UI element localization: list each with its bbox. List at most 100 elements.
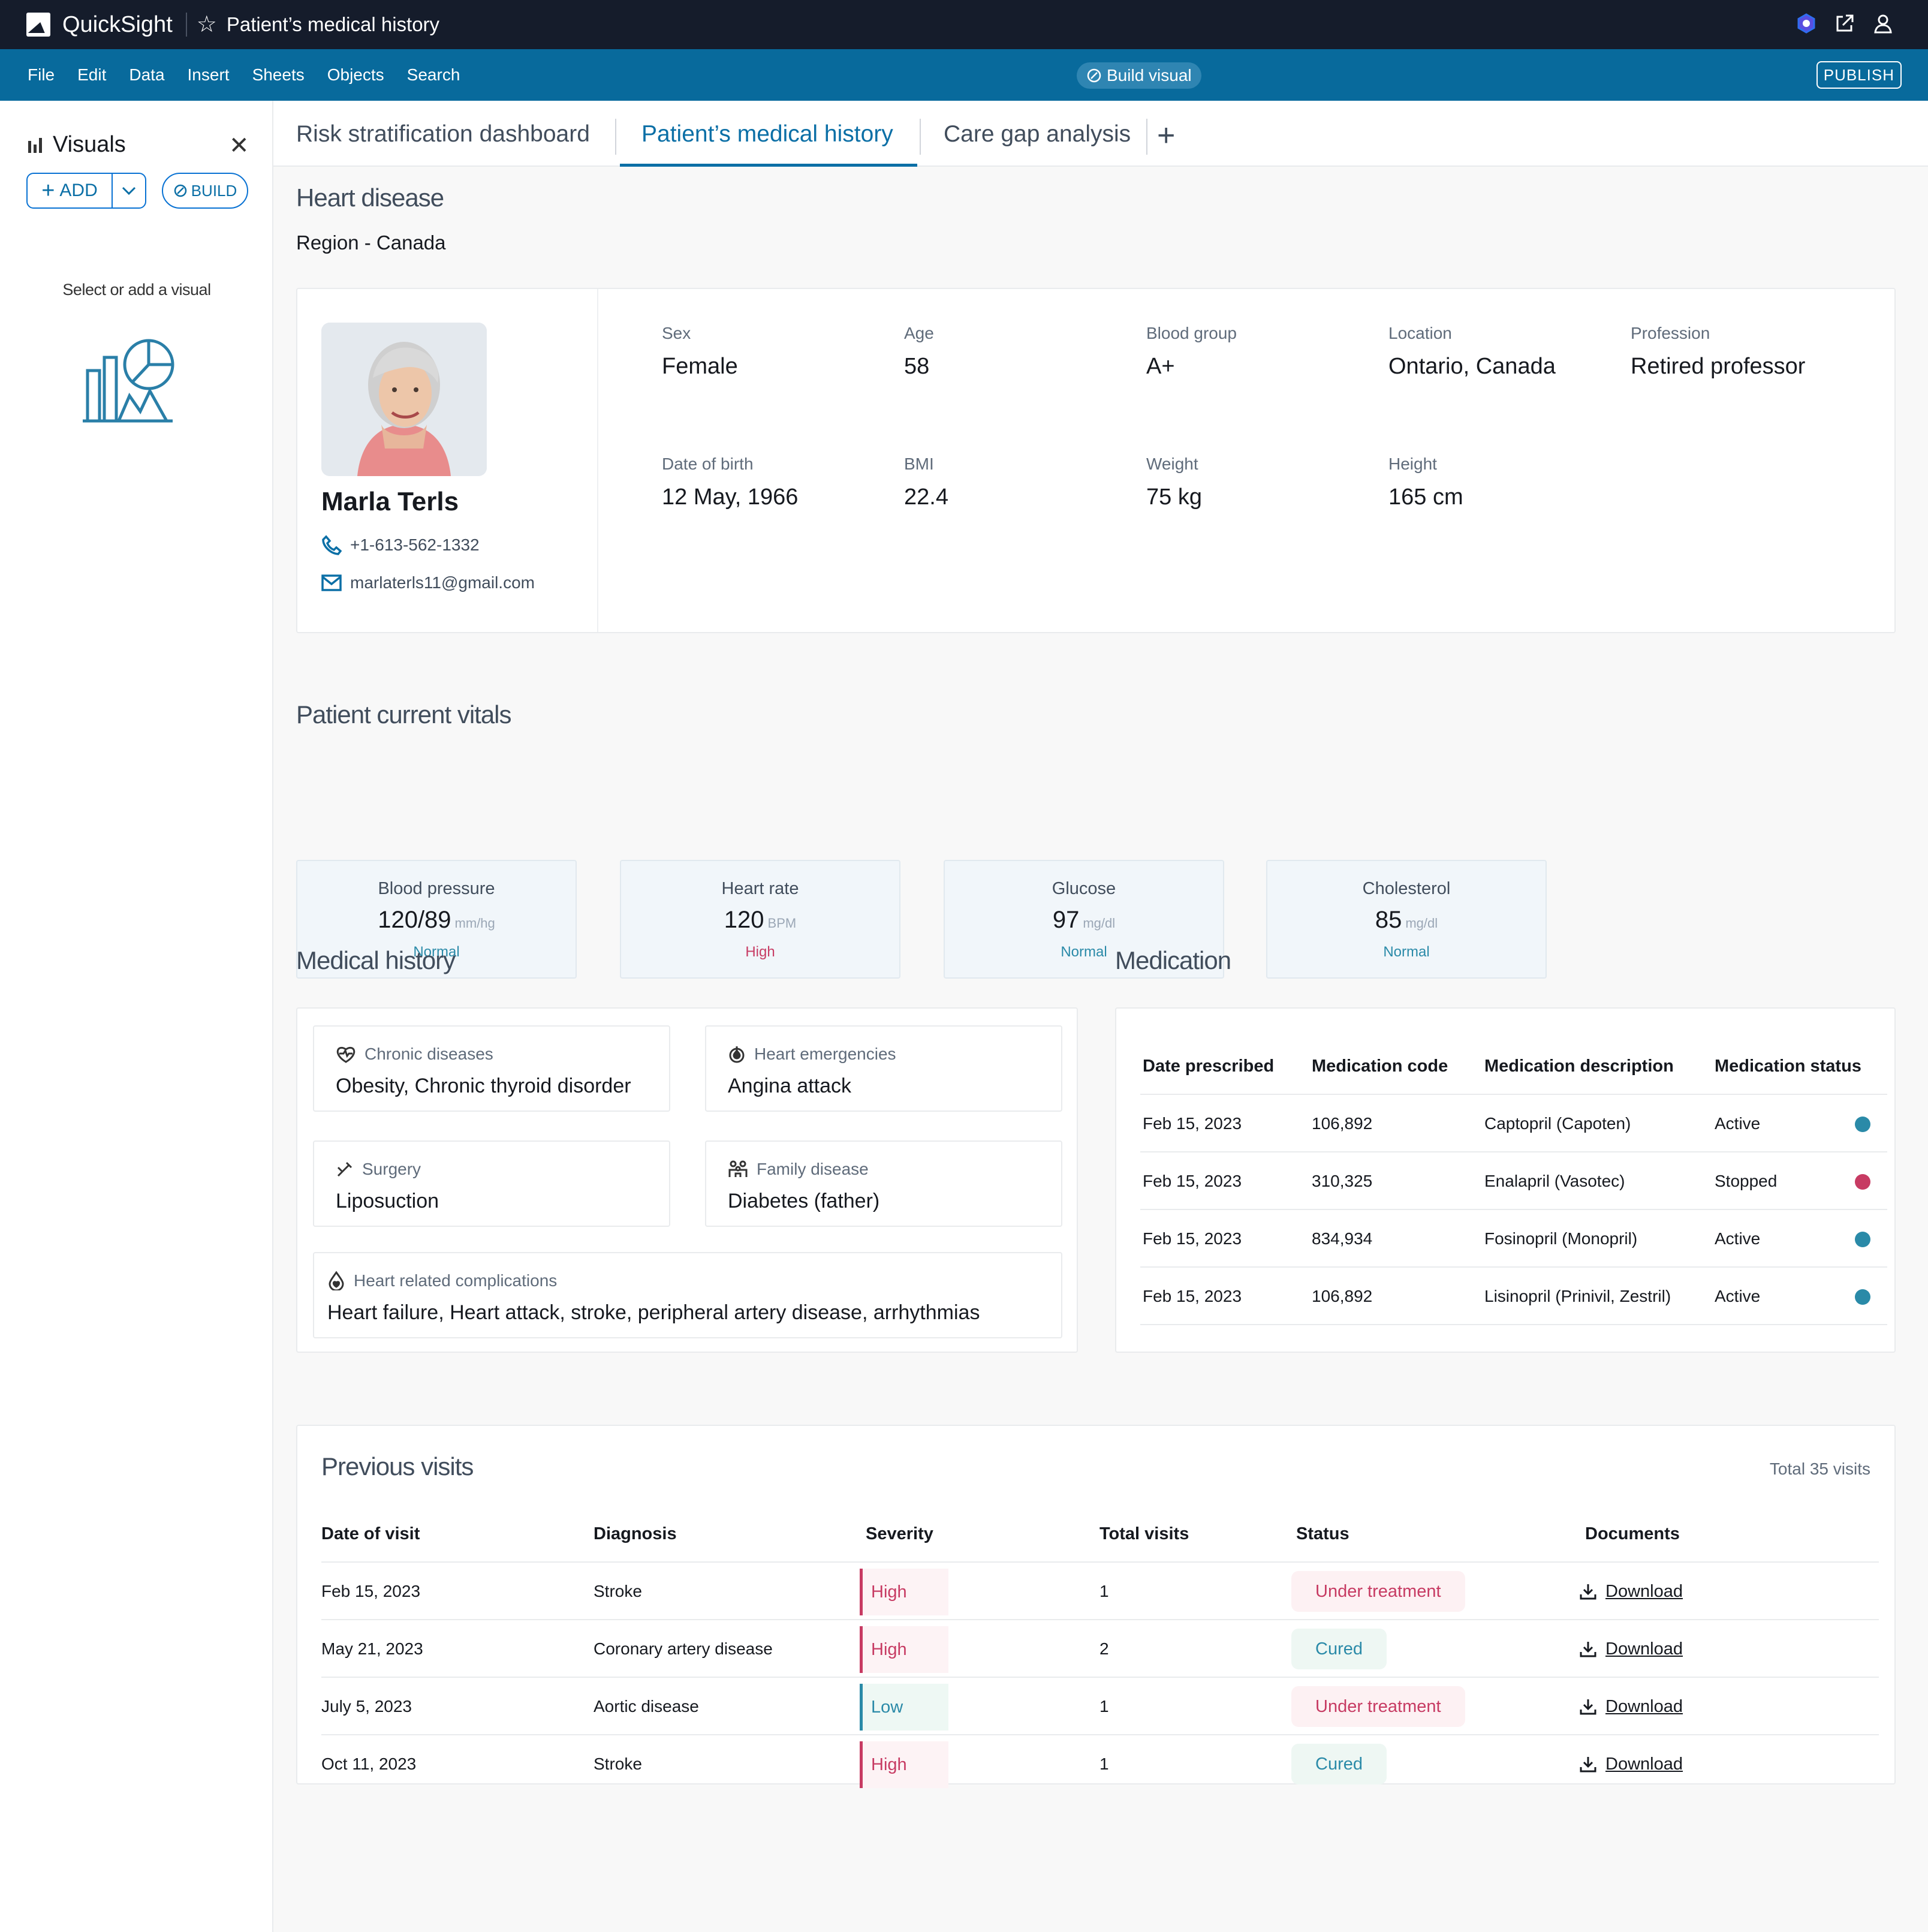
table-row[interactable]: Feb 15, 2023 106,892 Lisinopril (Prinivi…	[1140, 1268, 1887, 1325]
build-button[interactable]: BUILD	[162, 173, 248, 209]
tab-divider	[615, 119, 616, 155]
history-label: Family disease	[757, 1160, 869, 1178]
menu-sheets[interactable]: Sheets	[252, 65, 305, 84]
menu-objects[interactable]: Objects	[327, 65, 384, 84]
status-badge: Under treatment	[1291, 1686, 1465, 1727]
table-row[interactable]: Oct 11, 2023 Stroke High 1 Cured Downloa…	[321, 1735, 1879, 1793]
patient-email[interactable]: marlaterls11@gmail.com	[321, 573, 535, 592]
add-visual-button[interactable]: + ADD	[28, 174, 113, 207]
cell-status: Stopped	[1715, 1172, 1778, 1190]
field-profession-label: Profession	[1631, 324, 1710, 342]
visuals-sidebar: Visuals ✕ + ADD BUILD Select or add a vi…	[0, 101, 273, 1932]
table-row[interactable]: Feb 15, 2023 834,934 Fosinopril (Monopri…	[1140, 1210, 1887, 1268]
medical-history-card: Chronic diseases Obesity, Chronic thyroi…	[296, 1007, 1078, 1353]
severity-badge: High	[860, 1741, 948, 1788]
cell-date: Feb 15, 2023	[321, 1582, 421, 1600]
history-value: Diabetes (father)	[728, 1190, 880, 1212]
menu-insert[interactable]: Insert	[187, 65, 230, 84]
star-icon[interactable]: ☆	[196, 12, 217, 37]
vital-value: 120/89 mm/hg	[378, 907, 495, 933]
close-icon[interactable]: ✕	[229, 133, 249, 159]
col-documents[interactable]: Documents	[1585, 1524, 1680, 1543]
vital-blood-pressure: Blood pressure 120/89 mm/hg Normal	[296, 860, 577, 979]
menu-data[interactable]: Data	[129, 65, 165, 84]
add-dropdown-toggle[interactable]	[113, 174, 145, 207]
status-badge: Cured	[1291, 1629, 1387, 1669]
add-visual-split-button: + ADD	[26, 173, 146, 209]
quicksight-logo	[26, 13, 50, 37]
field-weight-value: 75 kg	[1146, 484, 1202, 510]
download-label: Download	[1605, 1639, 1683, 1659]
field-dob-value: 12 May, 1966	[662, 484, 799, 510]
build-icon	[174, 184, 186, 197]
add-sheet-button[interactable]: +	[1157, 118, 1176, 153]
col-medication-code[interactable]: Medication code	[1312, 1056, 1448, 1076]
vital-glucose: Glucose 97 mg/dl Normal	[944, 860, 1224, 979]
cell-status: Active	[1715, 1287, 1761, 1305]
medication-card: Date prescribed Medication code Medicati…	[1115, 1007, 1896, 1353]
empty-hint: Select or add a visual	[62, 281, 211, 299]
table-row[interactable]: Feb 15, 2023 310,325 Enalapril (Vasotec)…	[1140, 1152, 1887, 1210]
col-medication-description[interactable]: Medication description	[1484, 1056, 1674, 1076]
menu-edit[interactable]: Edit	[77, 65, 107, 84]
cell-date: Feb 15, 2023	[1143, 1229, 1242, 1248]
col-status[interactable]: Status	[1296, 1524, 1349, 1543]
previous-visits-card: Previous visits Total 35 visits Date of …	[296, 1425, 1896, 1788]
history-value: Angina attack	[728, 1075, 852, 1097]
download-link[interactable]: Download	[1579, 1563, 1683, 1620]
table-row[interactable]: Feb 15, 2023 Stroke High 1 Under treatme…	[321, 1563, 1879, 1620]
menu-bar: File Edit Data Insert Sheets Objects Sea…	[0, 49, 1928, 101]
download-icon	[1580, 1699, 1596, 1715]
field-blood-group-value: A+	[1146, 354, 1175, 379]
history-family-disease: Family disease Diabetes (father)	[705, 1140, 1062, 1227]
download-link[interactable]: Download	[1579, 1678, 1683, 1735]
history-value: Obesity, Chronic thyroid disorder	[336, 1075, 631, 1097]
drop-heart-icon	[329, 1271, 344, 1290]
patient-phone[interactable]: +1-613-562-1332	[321, 535, 480, 555]
tab-patient-history[interactable]: Patient’s medical history	[620, 115, 917, 167]
col-total-visits[interactable]: Total visits	[1099, 1524, 1189, 1543]
severity-badge: Low	[860, 1684, 948, 1731]
cell-date: Feb 15, 2023	[1143, 1172, 1242, 1190]
status-dot	[1855, 1117, 1870, 1132]
status-badge: Cured	[1291, 1744, 1387, 1784]
vital-label: Glucose	[1052, 879, 1116, 898]
chevron-down-icon	[122, 186, 136, 195]
user-icon[interactable]	[1872, 12, 1894, 35]
vital-cholesterol: Cholesterol 85 mg/dl Normal	[1266, 860, 1547, 979]
table-row[interactable]: May 21, 2023 Coronary artery disease Hig…	[321, 1620, 1879, 1678]
col-date-of-visit[interactable]: Date of visit	[321, 1524, 420, 1543]
publish-button[interactable]: PUBLISH	[1816, 61, 1902, 89]
cell-description: Fosinopril (Monopril)	[1484, 1229, 1638, 1248]
col-diagnosis[interactable]: Diagnosis	[594, 1524, 677, 1543]
cell-code: 310,325	[1312, 1172, 1373, 1190]
family-icon	[728, 1160, 748, 1177]
col-severity[interactable]: Severity	[866, 1524, 933, 1543]
tab-risk-stratification[interactable]: Risk stratification dashboard	[296, 121, 590, 147]
cell-date: May 21, 2023	[321, 1639, 423, 1658]
share-icon[interactable]	[1833, 12, 1856, 35]
table-row[interactable]: Feb 15, 2023 106,892 Captopril (Capoten)…	[1140, 1095, 1887, 1152]
menu-file[interactable]: File	[28, 65, 55, 84]
table-row[interactable]: July 5, 2023 Aortic disease Low 1 Under …	[321, 1678, 1879, 1735]
phone-icon	[322, 535, 342, 555]
vital-status: Normal	[1383, 944, 1430, 960]
download-link[interactable]: Download	[1579, 1620, 1683, 1678]
menu-search[interactable]: Search	[406, 65, 460, 84]
field-bmi-label: BMI	[904, 455, 934, 473]
cell-total: 1	[1099, 1755, 1109, 1773]
download-link[interactable]: Download	[1579, 1735, 1683, 1793]
col-medication-status[interactable]: Medication status	[1715, 1056, 1861, 1076]
history-label: Surgery	[362, 1160, 421, 1178]
hexagon-icon[interactable]	[1795, 12, 1818, 35]
cell-diagnosis: Stroke	[594, 1582, 642, 1600]
build-visual-button[interactable]: Build visual	[1077, 62, 1201, 89]
vitals-title: Patient current vitals	[296, 700, 512, 729]
patient-name: Marla Terls	[321, 487, 459, 516]
add-label: ADD	[59, 180, 98, 200]
tab-care-gap[interactable]: Care gap analysis	[944, 121, 1131, 147]
medication-header-row: Date prescribed Medication code Medicati…	[1140, 1037, 1887, 1095]
col-date-prescribed[interactable]: Date prescribed	[1143, 1056, 1275, 1076]
status-dot	[1855, 1289, 1870, 1305]
mail-icon	[321, 574, 342, 591]
